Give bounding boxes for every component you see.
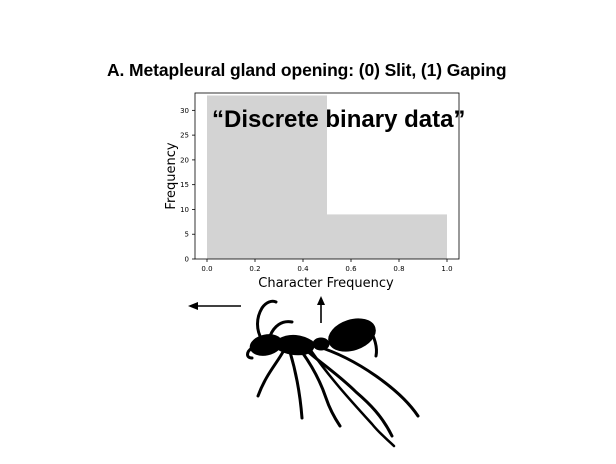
x-tick-label: 0.4 <box>297 265 309 273</box>
plot-frame <box>194 92 460 260</box>
x-tick-label: 0.6 <box>345 265 357 273</box>
y-tick-label: 20 <box>180 156 189 164</box>
left-arrow-icon <box>188 302 241 310</box>
x-axis-ticks: 0.0 0.2 0.4 0.6 0.8 1.0 <box>201 259 453 273</box>
y-tick-label: 5 <box>185 231 189 239</box>
x-tick-label: 1.0 <box>441 265 452 273</box>
y-tick-label: 15 <box>180 181 189 189</box>
y-tick-label: 10 <box>180 206 189 214</box>
y-tick-label: 0 <box>185 256 189 264</box>
x-tick-label: 0.8 <box>393 265 404 273</box>
histogram-bar-0 <box>207 95 327 259</box>
y-axis-ticks: 0 5 10 15 20 25 30 <box>180 107 195 264</box>
histogram-bar-1 <box>327 214 447 259</box>
ant-silhouette-icon <box>246 299 420 448</box>
y-axis-label: Frequency <box>164 142 179 209</box>
histogram-bars <box>207 95 447 259</box>
x-axis-label: Character Frequency <box>258 276 394 291</box>
y-tick-label: 30 <box>180 107 189 115</box>
x-tick-label: 0.2 <box>249 265 260 273</box>
x-tick-label: 0.0 <box>201 265 212 273</box>
annotation-text: “Discrete binary data” <box>212 106 466 133</box>
figure-title: A. Metapleural gland opening: (0) Slit, … <box>107 60 507 80</box>
up-arrow-icon <box>317 296 325 323</box>
y-tick-label: 25 <box>180 132 189 140</box>
